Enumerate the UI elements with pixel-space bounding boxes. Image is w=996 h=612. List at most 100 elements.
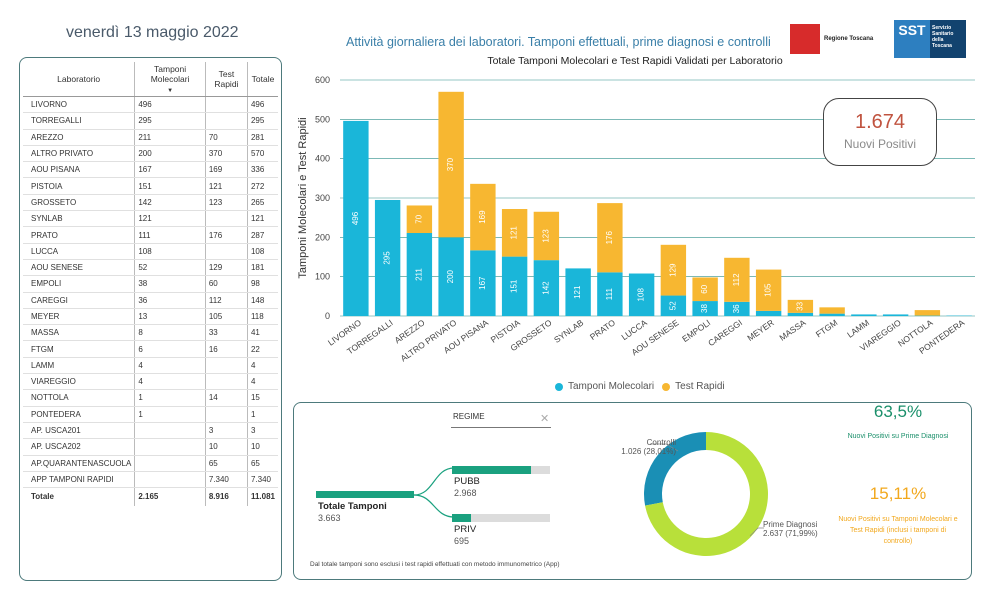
table-row[interactable]: LAMM 4 4 bbox=[23, 357, 278, 375]
bar-tamponi-molecolari bbox=[755, 310, 782, 316]
close-icon[interactable]: ✕ bbox=[540, 413, 550, 425]
table-cell: 13 bbox=[134, 308, 206, 326]
bar-data-label: 129 bbox=[668, 263, 677, 277]
table-row[interactable]: AP. USCA201 3 3 bbox=[23, 422, 278, 440]
kpi-positivi-prime-diagnosi-label: Nuovi Positivi su Prime Diagnosi bbox=[847, 433, 949, 440]
table-cell: 6 bbox=[134, 340, 206, 358]
x-tick-label: SYNLAB bbox=[552, 317, 585, 345]
table-cell: 1 bbox=[134, 389, 206, 407]
table-cell: 148 bbox=[246, 292, 278, 309]
table-row[interactable]: PISTOIA 151 121 272 bbox=[23, 177, 278, 195]
table-row[interactable]: NOTTOLA 1 14 15 bbox=[23, 389, 278, 407]
x-tick-label: LAMM bbox=[845, 317, 871, 339]
table-row[interactable]: AOU PISANA 167 169 336 bbox=[23, 161, 278, 179]
table-cell: NOTTOLA bbox=[23, 389, 135, 407]
table-row[interactable]: TORREGALLI 295 295 bbox=[23, 112, 278, 130]
table-cell: MASSA bbox=[23, 324, 135, 342]
table-header-row: Laboratorio Tamponi Molecolari ▼ Test Rap… bbox=[23, 62, 278, 97]
table-cell: 3 bbox=[246, 422, 278, 440]
table-cell: 181 bbox=[246, 259, 278, 277]
totale-tamponi-value: 3.663 bbox=[318, 513, 341, 523]
sst-logo: SST Servizio Sanitario della Toscana bbox=[894, 20, 966, 58]
priv-bar[interactable] bbox=[452, 514, 550, 522]
table-cell: EMPOLI bbox=[23, 275, 135, 293]
table-cell: 98 bbox=[246, 275, 278, 293]
table-cell bbox=[204, 373, 248, 391]
table-cell: LAMM bbox=[23, 357, 135, 375]
table-row[interactable]: AP.QUARANTENASCUOLA 65 65 bbox=[23, 455, 278, 472]
table-row[interactable]: GROSSETO 142 123 265 bbox=[23, 194, 278, 212]
tree-connector-lines bbox=[414, 467, 454, 518]
report-subtitle: Attività giornaliera dei laboratori. Tam… bbox=[346, 35, 771, 49]
table-cell: 265 bbox=[246, 194, 278, 212]
table-cell: 3 bbox=[204, 422, 248, 440]
x-tick-label: MASSA bbox=[777, 317, 807, 342]
bar-data-label: 496 bbox=[351, 211, 360, 225]
table-cell: AREZZO bbox=[23, 129, 135, 146]
table-cell: 123 bbox=[204, 194, 248, 212]
y-tick-label: 500 bbox=[315, 114, 330, 124]
sort-desc-icon: ▼ bbox=[167, 88, 174, 94]
y-tick-label: 200 bbox=[315, 232, 330, 242]
priv-value: 695 bbox=[454, 536, 470, 546]
x-tick-label: MEYER bbox=[745, 317, 776, 343]
table-cell: ALTRO PRIVATO bbox=[23, 145, 135, 163]
bar-test-rapidi bbox=[660, 244, 687, 296]
y-tick-label: 0 bbox=[325, 311, 330, 321]
bar-tamponi-molecolari bbox=[628, 273, 655, 316]
table-cell: 7.340 bbox=[246, 471, 278, 489]
table-row[interactable]: AP. USCA202 10 10 bbox=[23, 438, 278, 456]
bar-tamponi-molecolari bbox=[724, 301, 750, 316]
table-cell: AP. USCA201 bbox=[23, 422, 135, 440]
bar-data-label: 151 bbox=[510, 279, 519, 293]
bar-tamponi-molecolari bbox=[406, 233, 433, 316]
bar-data-label: 105 bbox=[764, 283, 773, 297]
table-row[interactable]: LUCCA 108 108 bbox=[23, 243, 278, 260]
legend-label-molecolari[interactable]: Tamponi Molecolari bbox=[568, 381, 655, 392]
table-row[interactable]: MASSA 8 33 41 bbox=[23, 324, 278, 342]
table-cell: 169 bbox=[204, 161, 248, 179]
table-cell: 142 bbox=[134, 194, 206, 212]
bar-test-rapidi bbox=[438, 91, 464, 238]
table-row[interactable]: PONTEDERA 1 1 bbox=[23, 406, 278, 423]
bar-data-label: 112 bbox=[732, 273, 741, 286]
nuovi-positivi-label: Nuovi Positivi bbox=[843, 137, 917, 151]
table-row[interactable]: CAREGGI 36 112 148 bbox=[23, 292, 278, 309]
table-cell bbox=[204, 210, 248, 228]
regime-slicer[interactable]: REGIME bbox=[451, 412, 551, 428]
table-row[interactable]: AREZZO 211 70 281 bbox=[23, 129, 278, 146]
table-row[interactable]: VIAREGGIO 4 4 bbox=[23, 373, 278, 391]
table-row[interactable]: AOU SENESE 52 129 181 bbox=[23, 259, 278, 277]
bar-data-label: 211 bbox=[414, 268, 423, 281]
table-row[interactable]: LIVORNO 496 496 bbox=[23, 96, 278, 114]
table-cell: 10 bbox=[204, 438, 248, 456]
table-row[interactable]: FTGM 6 16 22 bbox=[23, 340, 278, 358]
table-cell: 272 bbox=[246, 177, 278, 195]
table-row[interactable]: PRATO 111 176 287 bbox=[23, 226, 278, 244]
bar-tamponi-molecolari bbox=[565, 268, 591, 316]
table-row[interactable]: SYNLAB 121 121 bbox=[23, 210, 278, 228]
table-row[interactable]: MEYER 13 105 118 bbox=[23, 308, 278, 326]
table-cell: LIVORNO bbox=[23, 96, 135, 114]
table-cell: 336 bbox=[246, 161, 278, 179]
bar-data-label: 121 bbox=[573, 285, 582, 299]
bar-data-label: 169 bbox=[478, 210, 487, 224]
legend-label-rapidi[interactable]: Test Rapidi bbox=[675, 381, 725, 392]
bar-test-rapidi bbox=[819, 307, 845, 314]
column-header-laboratorio[interactable]: Laboratorio bbox=[23, 62, 135, 97]
table-cell: 108 bbox=[134, 243, 206, 260]
bar-data-label: 33 bbox=[795, 301, 804, 310]
table-row[interactable]: EMPOLI 38 60 98 bbox=[23, 275, 278, 293]
table-row[interactable]: APP TAMPONI RAPIDI 7.340 7.340 bbox=[23, 471, 278, 489]
table-cell: 108 bbox=[246, 243, 278, 260]
pubb-bar[interactable] bbox=[452, 466, 550, 474]
column-header-test-rapidi[interactable]: Test Rapidi bbox=[204, 62, 248, 97]
table-cell bbox=[204, 357, 248, 375]
table-cell bbox=[134, 471, 206, 489]
diagnosi-donut-chart bbox=[644, 432, 768, 556]
table-row[interactable]: ALTRO PRIVATO 200 370 570 bbox=[23, 145, 278, 163]
column-header-totale[interactable]: Totale bbox=[246, 62, 278, 97]
table-cell: 33 bbox=[204, 324, 248, 342]
legend-dot-molecolari bbox=[555, 382, 563, 391]
column-header-tamponi-molecolari[interactable]: Tamponi Molecolari ▼ bbox=[134, 62, 206, 97]
